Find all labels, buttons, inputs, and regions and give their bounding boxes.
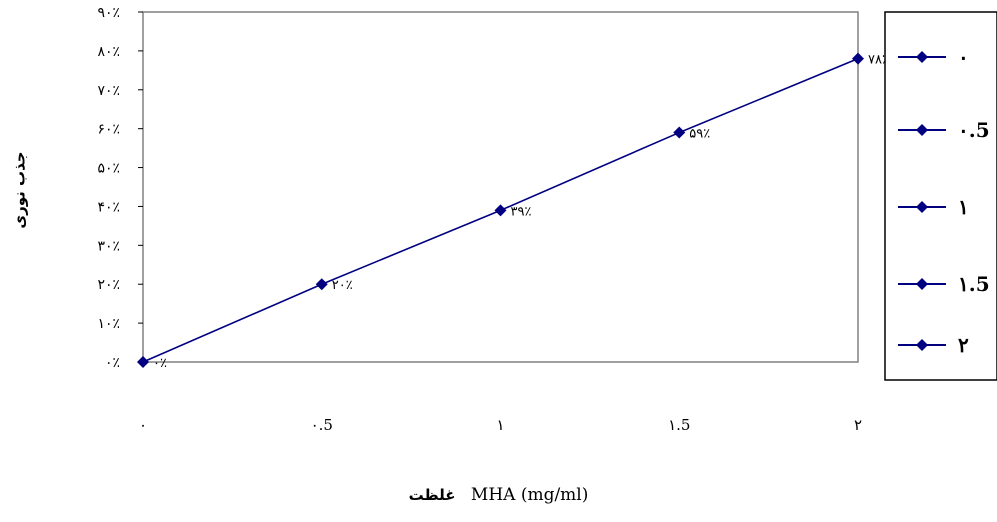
y-axis-title-text: جذب نوری — [11, 151, 30, 229]
y-tick-label: ۸۰٪ — [97, 44, 120, 60]
data-series: ۰٪ ۲۰٪ ۳۹٪ ۵۹٪ ۷۸٪ — [137, 52, 889, 371]
legend-box — [884, 11, 997, 381]
y-axis-title: جذب نوری — [2, 110, 38, 270]
legend-label: ۰.5 — [958, 118, 990, 142]
y-tick-label: ۶۰٪ — [97, 122, 120, 138]
legend-marker — [916, 51, 928, 63]
data-label: ۳۹٪ — [511, 204, 532, 219]
y-tick-label: ۷۰٪ — [97, 83, 120, 99]
legend-marker — [916, 278, 928, 290]
y-tick-label: ۵۰٪ — [97, 161, 120, 177]
data-label: ۰٪ — [153, 356, 167, 371]
data-label: ۵۹٪ — [689, 127, 710, 142]
data-point — [673, 126, 686, 139]
legend-marker — [916, 124, 928, 136]
data-point — [137, 356, 149, 368]
y-tick-label: ۲۰٪ — [97, 277, 120, 293]
plot-area-border — [142, 11, 859, 363]
x-tick-label: ۱ — [496, 416, 504, 434]
x-axis: ۰ ۰.5 ۱ ۱.5 ۲ — [139, 416, 862, 434]
y-tick-label: ۰٪ — [105, 355, 120, 371]
legend-label: ۰ — [958, 45, 969, 69]
x-tick-label: ۰ — [139, 416, 147, 434]
x-tick-label: ۰.5 — [311, 416, 333, 434]
x-axis-title-english: MHA (mg/ml) — [470, 485, 589, 505]
x-tick-label: ۲ — [854, 416, 862, 434]
legend: ۰ ۰.5 ۱ ۱.5 ۲ — [884, 11, 997, 381]
legend-label: ۱ — [958, 195, 969, 219]
legend-marker — [916, 201, 928, 213]
data-label: ۲۰٪ — [332, 278, 353, 293]
x-tick-label: ۱.5 — [668, 416, 690, 434]
data-point — [852, 52, 864, 65]
legend-marker — [916, 339, 928, 351]
x-axis-title-arabic: غلظت — [408, 486, 456, 504]
data-point — [315, 278, 328, 291]
y-tick-label: ۳۰٪ — [97, 238, 120, 254]
data-label: ۷۸٪ — [868, 53, 889, 68]
legend-label: ۲ — [958, 333, 969, 357]
x-axis-title: غلظت MHA (mg/ml) — [0, 485, 997, 505]
y-tick-label: ۴۰٪ — [97, 199, 120, 215]
data-point — [494, 204, 507, 217]
y-axis: ۰٪ ۱۰٪ ۲۰٪ ۳۰٪ ۴۰٪ ۵۰٪ ۶۰٪ ۷۰٪ ۸۰٪ ۹۰٪ — [97, 5, 143, 371]
legend-label: ۱.5 — [958, 272, 990, 296]
y-tick-label: ۹۰٪ — [97, 5, 120, 21]
y-tick-label: ۱۰٪ — [97, 316, 120, 332]
